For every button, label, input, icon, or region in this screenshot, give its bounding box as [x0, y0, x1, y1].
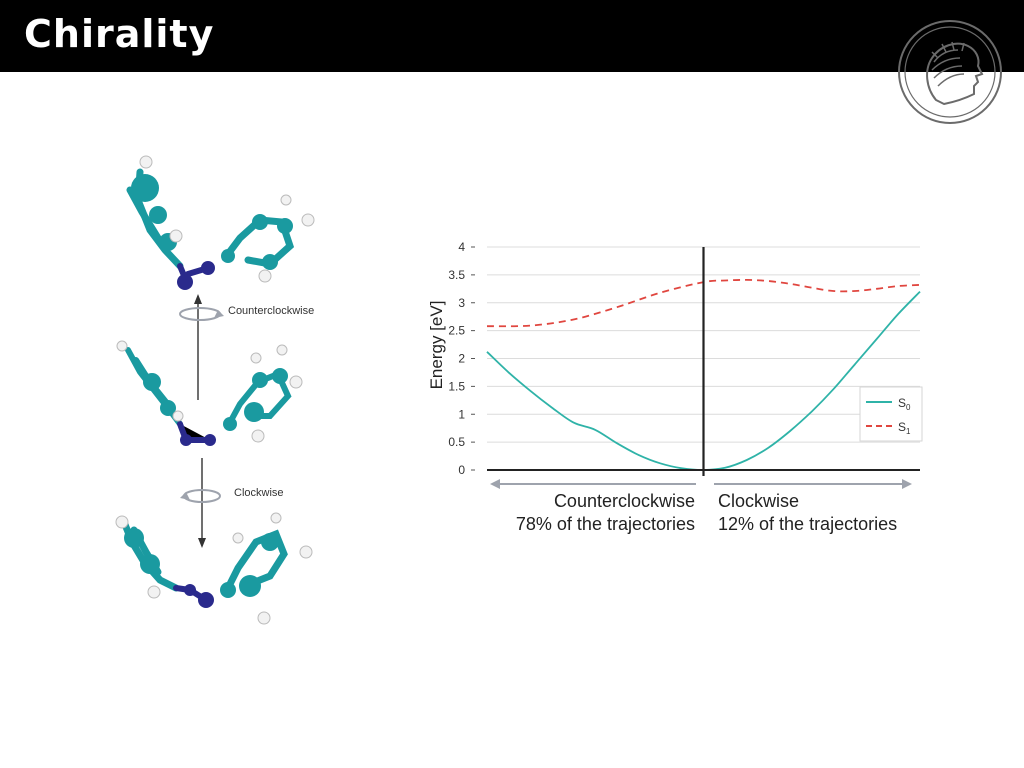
- label-left-percent: 78% of the trajectories: [516, 514, 695, 534]
- series-line-s1: [486, 278, 921, 328]
- slide-title: Chirality: [24, 12, 215, 56]
- legend-s0-label: S0: [898, 396, 911, 412]
- molecule-diagram: Counterclockwise Clockwise: [115, 155, 315, 625]
- y-tick-label: 3: [458, 296, 465, 310]
- y-tick-label: 3.5: [448, 268, 465, 282]
- y-tick-labels: 0 0.5 1 1.5 2 2.5 3 3.5 4: [448, 240, 475, 477]
- y-tick-label: 1: [458, 407, 465, 421]
- rotation-arrow-icon: [180, 489, 221, 503]
- y-tick-label: 1.5: [448, 379, 465, 393]
- label-clockwise: Clockwise: [234, 487, 284, 499]
- rotation-arrow-icon: [179, 307, 224, 321]
- molecule-middle: [116, 340, 303, 446]
- direction-arrow-left: [490, 479, 696, 489]
- energy-chart: 0 0.5 1 1.5 2 2.5 3 3.5 4 Energy [eV] S0 S1 Coun…: [427, 240, 923, 534]
- y-tick-label: 0.5: [448, 435, 465, 449]
- y-tick-label: 4: [458, 240, 465, 254]
- legend-s1-label: S1: [898, 420, 911, 436]
- direction-arrow-right: [714, 479, 912, 489]
- y-tick-label: 0: [458, 463, 465, 477]
- title-bar: Chirality: [0, 0, 1024, 72]
- molecule-top: [126, 155, 315, 290]
- max-planck-logo: [898, 20, 1002, 124]
- y-tick-label: 2: [458, 352, 465, 366]
- chart-legend: S0 S1: [859, 386, 923, 442]
- molecule-bottom: [115, 512, 313, 625]
- label-right-percent: 12% of the trajectories: [718, 514, 897, 534]
- label-counterclockwise: Counterclockwise: [228, 305, 314, 317]
- y-tick-label: 2.5: [448, 324, 465, 338]
- y-axis-label: Energy [eV]: [427, 301, 446, 390]
- label-right-direction: Clockwise: [718, 491, 799, 511]
- label-left-direction: Counterclockwise: [554, 491, 695, 511]
